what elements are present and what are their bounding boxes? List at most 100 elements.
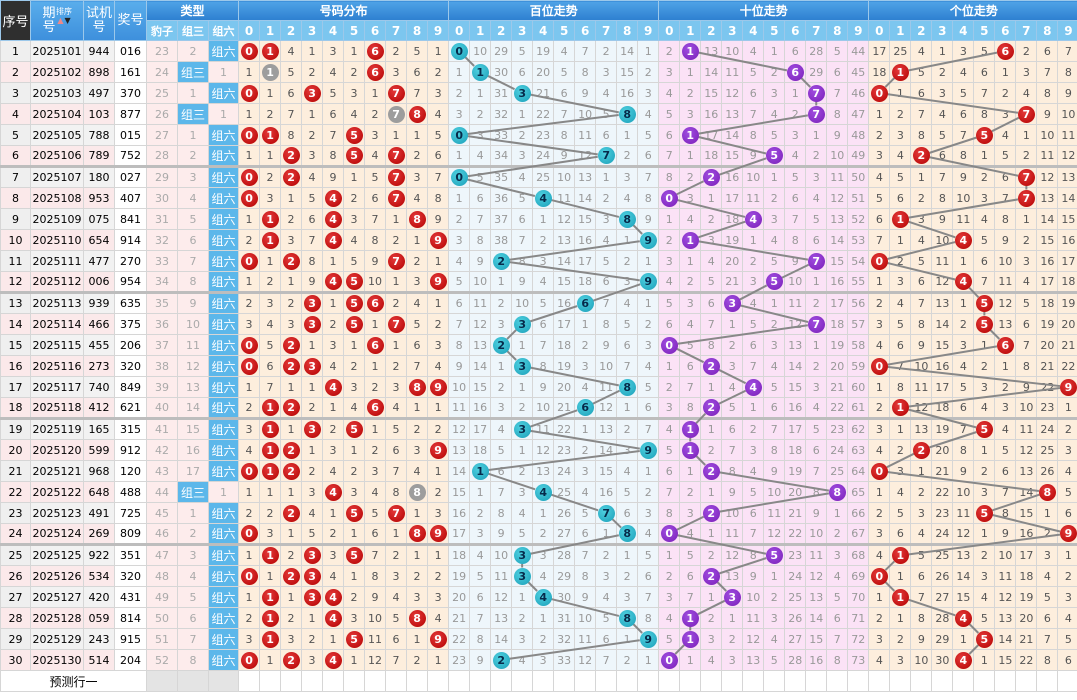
forecast-cell[interactable] <box>616 670 639 692</box>
shi-cell: 2 <box>679 271 702 293</box>
forecast-cell[interactable] <box>385 670 408 692</box>
forecast-cell[interactable] <box>637 670 660 692</box>
ge-cell: 5 <box>973 502 996 524</box>
forecast-cell[interactable] <box>343 670 366 692</box>
ge-cell: 23 <box>931 502 954 524</box>
dist-cell: 8 <box>406 103 429 125</box>
sort-toggle[interactable]: 排序 ▲▼ <box>56 7 72 25</box>
header-shi-9: 9 <box>847 20 870 41</box>
forecast-cell[interactable] <box>679 670 702 692</box>
forecast-cell[interactable] <box>427 670 450 692</box>
forecast-cell[interactable] <box>1015 670 1038 692</box>
forecast-cell[interactable] <box>931 670 954 692</box>
forecast-cell[interactable] <box>742 670 765 692</box>
ge-hit-ball: 6 <box>996 336 1014 354</box>
forecast-cell[interactable] <box>322 670 345 692</box>
forecast-cell[interactable] <box>238 670 261 692</box>
ge-cell: 12 <box>1036 165 1059 188</box>
forecast-cell[interactable] <box>553 670 576 692</box>
forecast-cell[interactable] <box>595 670 618 692</box>
ge-cell: 11 <box>994 271 1017 293</box>
forecast-cell[interactable] <box>259 670 282 692</box>
forecast-cell[interactable] <box>207 670 240 692</box>
forecast-cell[interactable] <box>784 670 807 692</box>
ge-cell: 1 <box>973 523 996 545</box>
shi-cell: 5 <box>679 543 702 566</box>
forecast-cell[interactable] <box>889 670 912 692</box>
bai-cell: 5 <box>574 502 597 524</box>
ge-cell: 1 <box>973 145 996 167</box>
sort-up-icon[interactable]: ▲ <box>57 15 64 25</box>
shi-cell: 10 <box>763 481 786 503</box>
forecast-cell[interactable] <box>910 670 933 692</box>
forecast-cell[interactable] <box>364 670 387 692</box>
dist-cell: 1 <box>406 229 429 251</box>
dist-cell: 1 <box>259 145 282 167</box>
forecast-cell[interactable] <box>994 670 1017 692</box>
header-dist-4: 4 <box>322 20 345 41</box>
ge-hit-ball: 2 <box>912 441 930 459</box>
leopard-miss: 23 <box>146 40 178 62</box>
ge-cell: 17 <box>1036 271 1059 293</box>
forecast-cell[interactable] <box>847 670 870 692</box>
forecast-cell[interactable] <box>868 670 891 692</box>
forecast-cell[interactable] <box>1057 670 1077 692</box>
bai-cell: 13 <box>448 439 471 461</box>
dist-cell: 3 <box>301 145 324 167</box>
forecast-cell[interactable] <box>805 670 828 692</box>
forecast-cell[interactable] <box>448 670 471 692</box>
forecast-cell[interactable] <box>721 670 744 692</box>
group3-cell: 1 <box>177 82 209 104</box>
bai-cell: 1 <box>616 543 639 566</box>
forecast-cell[interactable] <box>826 670 849 692</box>
forecast-cell[interactable] <box>952 670 975 692</box>
shi-cell: 12 <box>784 313 807 335</box>
ge-cell: 16 <box>931 355 954 377</box>
shi-cell: 11 <box>721 61 744 83</box>
forecast-cell[interactable] <box>532 670 555 692</box>
ge-cell: 23 <box>1036 397 1059 419</box>
sort-down-icon[interactable]: ▼ <box>64 15 71 25</box>
forecast-cell[interactable] <box>469 670 492 692</box>
forecast-cell[interactable] <box>1036 670 1059 692</box>
bai-cell: 14 <box>448 460 471 482</box>
header-issue[interactable]: 期号排序 ▲▼ <box>30 0 84 41</box>
bai-cell: 26 <box>553 502 576 524</box>
ge-cell: 6 <box>889 187 912 209</box>
forecast-cell[interactable] <box>177 670 209 692</box>
ge-hit-ball: 0 <box>870 567 888 585</box>
dist-cell: 2 <box>280 334 303 356</box>
shi-cell: 69 <box>847 565 870 587</box>
bai-cell: 11 <box>532 417 555 440</box>
issue-number: 2025130 <box>30 649 84 671</box>
forecast-cell[interactable] <box>658 670 681 692</box>
shi-cell: 6 <box>742 82 765 104</box>
forecast-cell[interactable] <box>763 670 786 692</box>
forecast-cell[interactable] <box>490 670 513 692</box>
shi-hit-ball: 0 <box>660 651 678 669</box>
forecast-cell[interactable] <box>406 670 429 692</box>
forecast-cell[interactable] <box>511 670 534 692</box>
ge-cell: 5 <box>910 250 933 272</box>
forecast-cell[interactable] <box>280 670 303 692</box>
dist-cell: 1 <box>259 417 282 440</box>
header-bai-2: 2 <box>490 20 513 41</box>
dist-cell: 2 <box>406 565 429 587</box>
ge-cell: 4 <box>868 165 891 188</box>
forecast-cell[interactable] <box>301 670 324 692</box>
dist-hit-ball: 4 <box>324 588 342 606</box>
ge-cell: 13 <box>1057 165 1077 188</box>
dist-cell: 9 <box>364 250 387 272</box>
dist-cell: 9 <box>364 586 387 608</box>
ge-cell: 19 <box>1015 586 1038 608</box>
issue-number: 2025122 <box>30 481 84 503</box>
forecast-cell[interactable] <box>973 670 996 692</box>
dist-cell: 2 <box>385 40 408 62</box>
shi-cell: 6 <box>742 334 765 356</box>
forecast-cell[interactable] <box>146 670 178 692</box>
group3-cell: 8 <box>177 649 209 671</box>
table-row: 24 2025124 269 809 46 2 组六 0 3 1 5 2 1 6 1 8 9 17 3 9 5 2 27 6 1… <box>0 523 1077 545</box>
forecast-cell[interactable] <box>700 670 723 692</box>
dist-cell: 2 <box>385 229 408 251</box>
forecast-cell[interactable] <box>574 670 597 692</box>
